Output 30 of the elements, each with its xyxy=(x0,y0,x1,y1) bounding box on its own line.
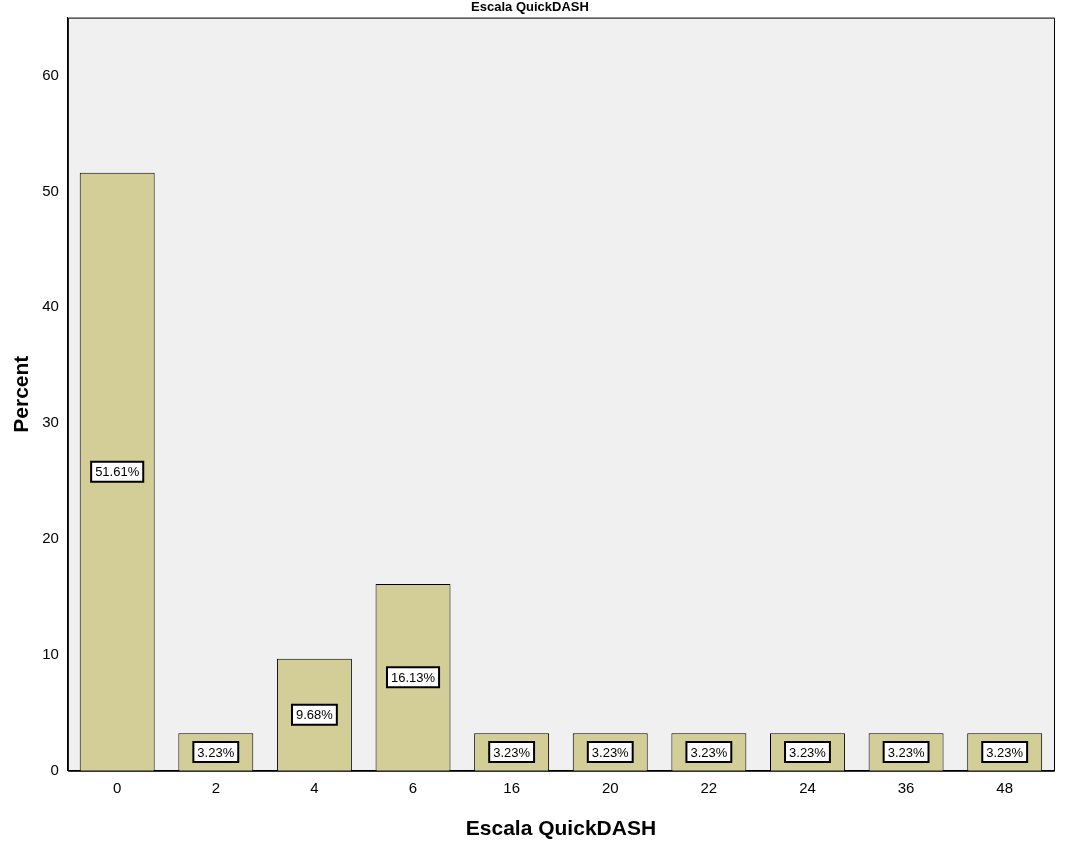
data-label: 51.61% xyxy=(95,464,140,480)
chart-title: Escala QuickDASH xyxy=(471,0,589,15)
y-tick-label: 60 xyxy=(42,65,59,83)
y-tick-label: 50 xyxy=(42,181,59,199)
y-tick-label: 20 xyxy=(42,529,59,547)
x-tick-label: 24 xyxy=(799,778,816,796)
data-label: 3.23% xyxy=(197,744,235,760)
x-axis-title: Escala QuickDASH xyxy=(465,816,657,840)
x-tick-label: 2 xyxy=(211,778,220,796)
data-label: 3.23% xyxy=(986,744,1024,760)
x-tick-label: 22 xyxy=(700,778,718,796)
y-tick-label: 40 xyxy=(42,297,59,315)
x-tick-label: 6 xyxy=(408,778,418,796)
x-tick-label: 20 xyxy=(601,778,619,796)
data-label: 3.23% xyxy=(591,744,630,760)
data-label: 3.23% xyxy=(887,744,925,760)
data-label: 3.23% xyxy=(789,744,827,760)
x-tick-label: 36 xyxy=(897,778,915,796)
x-tick-label: 4 xyxy=(310,778,319,796)
data-label: 9.68% xyxy=(295,707,334,723)
x-tick-label: 16 xyxy=(503,778,520,796)
data-label: 16.13% xyxy=(390,669,436,685)
y-tick-label: 0 xyxy=(50,760,59,778)
data-label: 3.23% xyxy=(493,744,531,760)
x-tick-label: 48 xyxy=(996,778,1014,796)
y-axis-title: Percent xyxy=(9,355,33,433)
y-tick-label: 10 xyxy=(42,645,59,663)
y-tick-label: 30 xyxy=(42,413,59,431)
data-label: 3.23% xyxy=(690,744,728,760)
x-tick-label: 0 xyxy=(113,778,122,796)
